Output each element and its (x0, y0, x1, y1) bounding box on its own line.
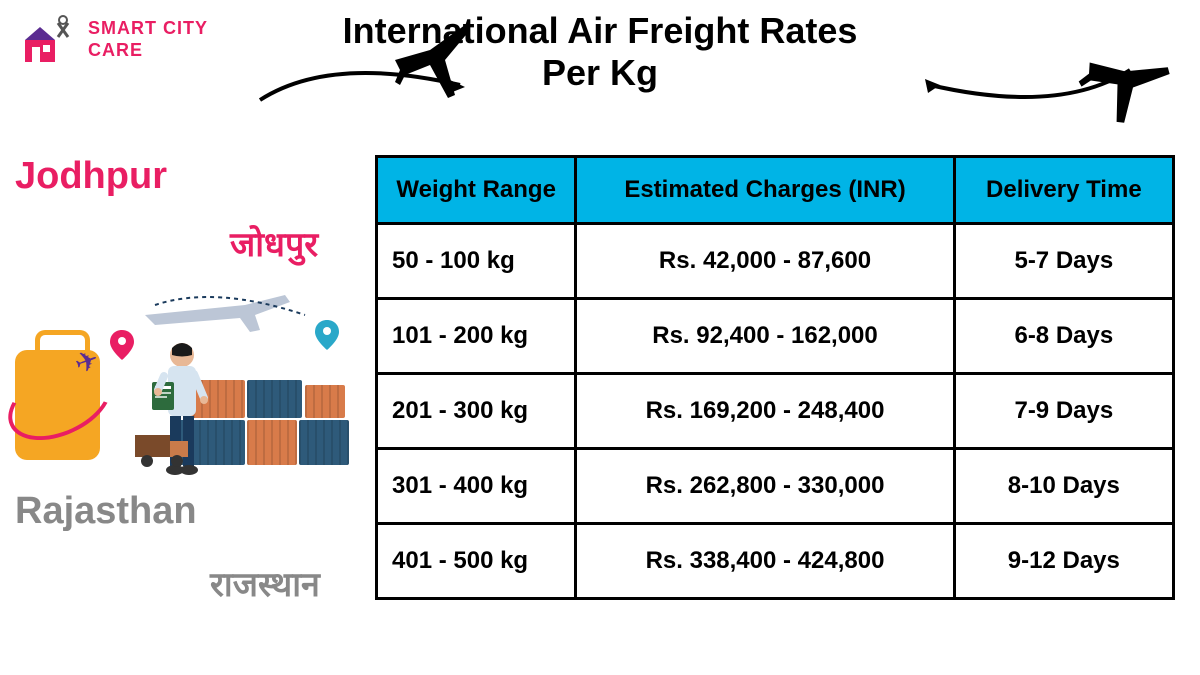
city-name-english: Jodhpur (15, 155, 167, 198)
cell-charges: Rs. 92,400 - 162,000 (576, 299, 954, 374)
col-header-delivery: Delivery Time (954, 157, 1173, 224)
container-box-icon (247, 420, 297, 465)
logo-icon (20, 15, 80, 65)
truck-icon (135, 425, 195, 470)
table-row: 101 - 200 kg Rs. 92,400 - 162,000 6-8 Da… (377, 299, 1174, 374)
table-row: 201 - 300 kg Rs. 169,200 - 248,400 7-9 D… (377, 374, 1174, 449)
table-row: 301 - 400 kg Rs. 262,800 - 330,000 8-10 … (377, 449, 1174, 524)
cell-weight: 401 - 500 kg (377, 524, 576, 599)
cell-charges: Rs. 169,200 - 248,400 (576, 374, 954, 449)
cell-time: 5-7 Days (954, 224, 1173, 299)
location-pin-icon (110, 330, 134, 360)
container-box-icon (305, 385, 345, 418)
logo-text: SMART CITY CARE (88, 18, 208, 61)
table-row: 401 - 500 kg Rs. 338,400 - 424,800 9-12 … (377, 524, 1174, 599)
rates-table: Weight Range Estimated Charges (INR) Del… (375, 155, 1175, 600)
cell-weight: 101 - 200 kg (377, 299, 576, 374)
location-pin-icon (315, 320, 339, 350)
cell-time: 9-12 Days (954, 524, 1173, 599)
city-name-hindi: जोधपुर (230, 220, 318, 266)
swoosh-icon (250, 55, 470, 115)
logo: SMART CITY CARE (20, 15, 208, 65)
cell-time: 6-8 Days (954, 299, 1173, 374)
freight-illustration: ✈ (15, 280, 355, 480)
cell-weight: 50 - 100 kg (377, 224, 576, 299)
logo-line2: CARE (88, 40, 208, 62)
cell-time: 8-10 Days (954, 449, 1173, 524)
col-header-weight: Weight Range (377, 157, 576, 224)
cell-weight: 201 - 300 kg (377, 374, 576, 449)
cell-charges: Rs. 338,400 - 424,800 (576, 524, 954, 599)
swoosh-icon (920, 55, 1140, 115)
state-name-english: Rajasthan (15, 490, 197, 533)
state-name-hindi: राजस्थान (210, 560, 320, 606)
table-row: 50 - 100 kg Rs. 42,000 - 87,600 5-7 Days (377, 224, 1174, 299)
logo-line1: SMART CITY (88, 18, 208, 40)
table-header-row: Weight Range Estimated Charges (INR) Del… (377, 157, 1174, 224)
cell-time: 7-9 Days (954, 374, 1173, 449)
container-box-icon (247, 380, 302, 418)
col-header-charges: Estimated Charges (INR) (576, 157, 954, 224)
cell-charges: Rs. 42,000 - 87,600 (576, 224, 954, 299)
cell-weight: 301 - 400 kg (377, 449, 576, 524)
cell-charges: Rs. 262,800 - 330,000 (576, 449, 954, 524)
container-box-icon (299, 420, 349, 465)
